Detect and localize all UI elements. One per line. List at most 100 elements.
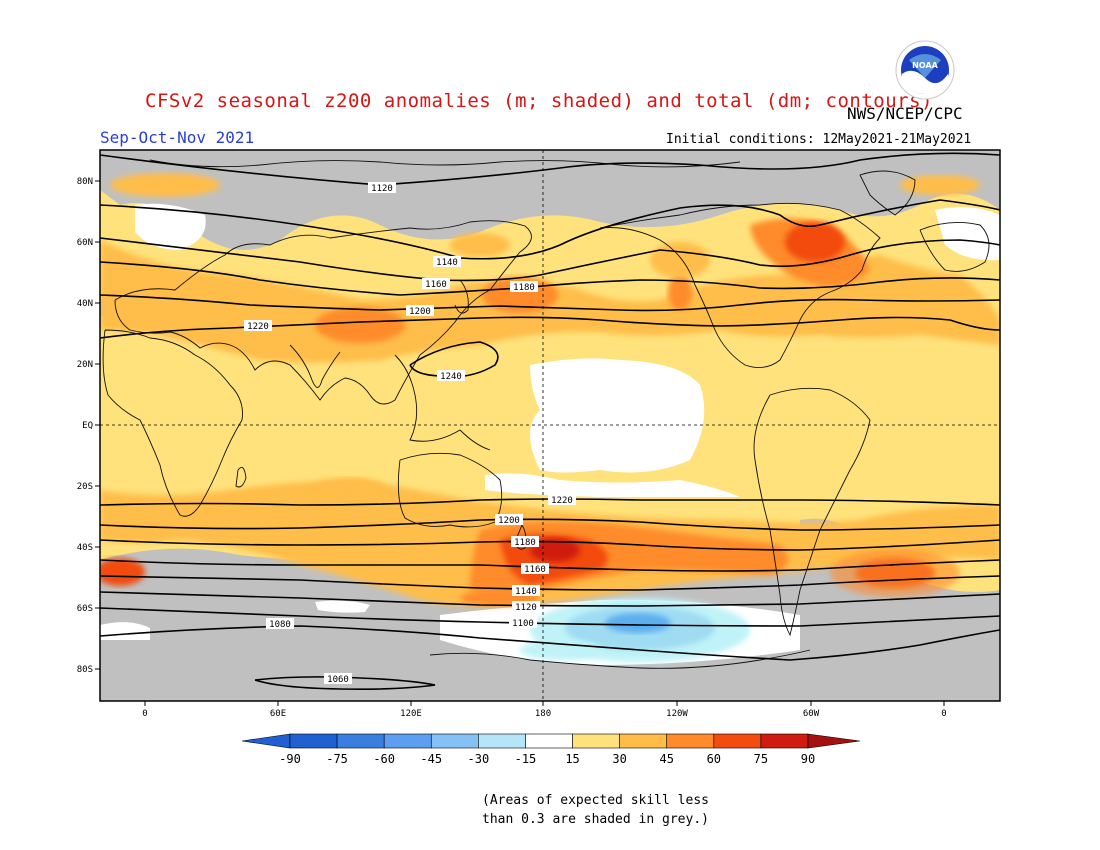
contour-label: 1160 [422,278,450,290]
pos-anom-s-ind [100,558,145,586]
white-tropical-pacific [530,358,705,473]
svg-text:1140: 1140 [515,587,537,597]
contour-1140-s [100,575,1000,591]
lat-label-20n: 20N [77,360,93,370]
initial-conditions-label: Initial conditions: 12May2021-21May2021 [666,132,972,147]
contour-1120-s [100,591,1000,607]
contour-label: 1140 [433,256,461,268]
contour-label: 1200 [495,514,523,526]
colorbar-tick-label: 75 [754,752,768,766]
colorbar-tick-label: 90 [801,752,815,766]
contour-label: 1180 [510,281,538,293]
contour-1200-s [100,518,1000,531]
svg-text:1200: 1200 [498,516,520,526]
svg-text:1200: 1200 [409,307,431,317]
svg-text:1060: 1060 [327,675,349,685]
agency-label: NWS/NCEP/CPC [847,104,963,123]
pos-anom-n-atl [900,175,980,195]
coast-s-america [753,387,871,637]
coast-n-america [599,202,881,369]
footnote-line-1: (Areas of expected skill less [482,793,709,808]
lon-label-120w: 120W [666,709,688,719]
pos-anom-s-atl-2 [830,549,960,597]
colorbar-tick-label: -60 [373,752,395,766]
grey-skill-north [100,150,1000,250]
svg-text:1220: 1220 [247,322,269,332]
colorbar-swatch [430,733,479,749]
white-arctic-right [935,206,1000,261]
colorbar-swatch [572,733,620,749]
pos-anom-s-pac-3 [530,538,580,562]
colorbar-tick-label: 30 [612,752,626,766]
contour-1060-s [254,676,436,690]
colorbar-tick-label: 15 [565,752,579,766]
pos-anom-e-asia [315,307,405,343]
neg-anom-3 [605,613,671,633]
pos-anom-s-ind-2 [315,478,385,498]
contour-1140-n [100,199,1000,260]
noaa-logo-icon: NOAA [895,40,955,100]
svg-text:1220: 1220 [551,496,573,506]
lat-label-eq: EQ [82,421,93,431]
colorbar-swatch [383,733,432,749]
lon-label-0-right: 0 [941,709,946,719]
white-south-pacific [485,473,740,497]
pos-anom-nw-eu [110,173,220,197]
svg-text:1140: 1140 [436,258,458,268]
contour-label: 1100 [509,617,537,629]
coast-india [289,344,341,388]
contour-label: 1220 [548,494,576,506]
colorbar-swatch [713,733,762,749]
contour-1180-n [100,261,1000,296]
lon-label-0-left: 0 [142,709,147,719]
svg-text:1180: 1180 [513,283,535,293]
contour-label: 1060 [324,673,352,685]
colorbar-tick-label: -75 [326,752,348,766]
contour-label: 1140 [512,585,540,597]
lat-axis: 80N 60N 40N 20N EQ 20S 40S 60S 80S [77,177,100,675]
neg-anom-4 [520,640,600,660]
colorbar-swatch [619,733,668,749]
lat-label-80n: 80N [77,177,93,187]
contour-1200-n [100,294,1000,312]
contour-1100-s [100,607,1000,627]
contour-labels: 1120 1140 1160 1180 1200 1220 1240 1220 … [244,182,576,685]
contour-label: 1120 [512,601,540,613]
pos-anom-w-na [668,274,692,310]
colorbar-tick-label: -90 [279,752,301,766]
svg-text:1100: 1100 [512,619,534,629]
contour-label: 1220 [244,320,272,332]
lon-label-60w: 60W [803,709,820,719]
colorbar-tick-label: -15 [515,752,537,766]
lat-label-60s: 60S [77,604,93,614]
coast-europe-n [919,221,990,272]
contour-label: 1180 [511,536,539,548]
contour-label: 1200 [406,305,434,317]
colorbar-arrow-high [807,733,861,749]
svg-text:1120: 1120 [371,184,393,194]
colorbar-tick-label: -30 [468,752,490,766]
colorbar-tick-label: -45 [420,752,442,766]
contour-1160-n [100,237,1000,282]
colorbar-tick-label: 60 [707,752,721,766]
contour-label: 1120 [368,182,396,194]
pos-anom-e-asia-small [450,233,510,257]
colorbar-swatch [289,733,338,749]
lon-label-180: 180 [535,709,551,719]
colorbar: -90 -75 -60 -45 -30 -15 15 30 45 60 75 90 [241,733,861,766]
svg-text:1180: 1180 [514,538,536,548]
lat-label-40n: 40N [77,299,93,309]
lat-label-40s: 40S [77,543,93,553]
lon-label-60e: 60E [270,709,286,719]
contour-label: 1080 [266,618,294,630]
colorbar-tick-label: 45 [660,752,674,766]
colorbar-swatch [525,733,573,749]
footnote-line-2: than 0.3 are shaded in grey.) [482,812,709,827]
contour-label: 1160 [521,563,549,575]
coastlines [102,159,990,669]
coast-africa [102,329,243,517]
svg-text:NOAA: NOAA [912,61,938,70]
svg-text:1120: 1120 [515,603,537,613]
white-arctic-left [135,203,206,250]
